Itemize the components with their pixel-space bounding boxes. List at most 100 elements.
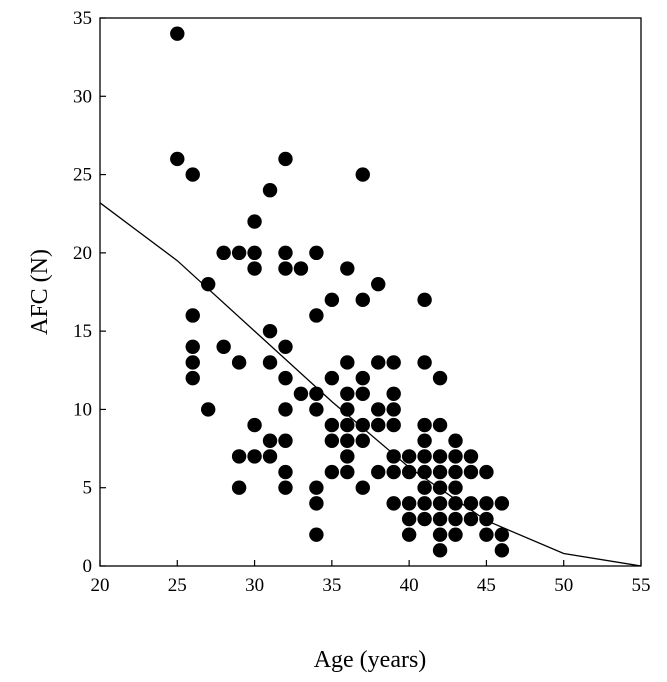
data-point (262, 355, 278, 370)
data-point (340, 261, 355, 276)
data-point (309, 308, 324, 323)
y-tick-label: 30 (73, 86, 92, 107)
plot-frame (99, 17, 642, 567)
y-tick-label: 35 (73, 8, 92, 29)
data-point (324, 370, 340, 386)
data-point (448, 527, 463, 542)
data-point (386, 355, 401, 370)
data-point (371, 355, 386, 370)
data-point (340, 433, 355, 448)
data-point (417, 464, 432, 480)
data-point (417, 511, 432, 527)
data-point (293, 261, 309, 276)
data-point (386, 402, 401, 417)
data-point (371, 417, 386, 433)
data-point (494, 527, 510, 542)
data-point (231, 355, 247, 370)
data-point (401, 527, 417, 542)
data-point (309, 386, 324, 401)
data-point (386, 496, 401, 511)
data-point (448, 464, 463, 480)
data-point (386, 464, 401, 480)
data-point (448, 511, 463, 527)
data-point (185, 339, 200, 354)
data-point (417, 433, 432, 448)
data-point (401, 511, 417, 527)
data-point (324, 417, 340, 433)
data-point (417, 449, 432, 464)
y-tick-label: 15 (73, 321, 92, 342)
data-point (247, 449, 262, 464)
data-point (386, 449, 401, 464)
data-point (432, 417, 448, 433)
data-point (432, 449, 448, 464)
data-point (185, 355, 200, 370)
data-point (201, 402, 216, 417)
data-point (432, 496, 448, 511)
x-tick-label: 40 (400, 575, 419, 596)
data-point (479, 511, 494, 527)
y-tick-label: 5 (83, 478, 93, 499)
data-point (262, 449, 278, 464)
data-point (386, 417, 401, 433)
x-tick-label: 55 (632, 575, 651, 596)
data-point (340, 417, 355, 433)
data-point (432, 480, 448, 495)
x-tick-label: 45 (477, 575, 496, 596)
y-axis-title: AFC (N) (27, 249, 53, 335)
data-point (463, 496, 479, 511)
data-point (432, 527, 448, 542)
x-tick-label: 35 (322, 575, 341, 596)
data-point (448, 449, 463, 464)
data-point (417, 480, 432, 495)
data-point (355, 417, 370, 433)
data-point (309, 527, 324, 542)
data-point (309, 402, 324, 417)
y-tick-label: 20 (73, 243, 92, 264)
data-point (201, 276, 216, 292)
data-point (417, 292, 432, 308)
x-axis: 20 25 30 35 40 45 50 55 (91, 560, 651, 596)
data-point (170, 26, 185, 41)
data-point (247, 417, 262, 433)
data-point (401, 496, 417, 511)
data-point (340, 355, 355, 370)
data-point (247, 261, 262, 276)
data-point (417, 417, 432, 433)
data-point (247, 245, 262, 261)
data-point (231, 480, 247, 495)
data-point (216, 245, 231, 261)
data-point (185, 370, 200, 386)
data-point (417, 496, 432, 511)
x-tick-label: 50 (554, 575, 573, 596)
data-point (340, 449, 355, 464)
data-point (386, 386, 401, 401)
data-point (371, 276, 386, 292)
data-point (278, 261, 293, 276)
data-point (448, 496, 463, 511)
x-tick-label: 20 (91, 575, 110, 596)
data-point (185, 308, 200, 323)
data-point (432, 370, 448, 386)
data-point (355, 292, 370, 308)
data-point (494, 543, 510, 558)
y-axis: 0 5 10 15 20 25 30 35 (73, 8, 106, 577)
data-point (216, 339, 231, 354)
data-point (355, 386, 370, 401)
data-point (494, 496, 510, 511)
data-point (309, 245, 324, 261)
data-point (401, 449, 417, 464)
data-point (355, 433, 370, 448)
data-point (463, 464, 479, 480)
data-point (463, 449, 479, 464)
data-point (278, 433, 293, 448)
data-point (278, 402, 293, 417)
data-point (170, 151, 185, 167)
data-point (371, 464, 386, 480)
data-point (247, 214, 262, 229)
data-point (355, 480, 370, 495)
data-point (324, 292, 340, 308)
data-point (309, 496, 324, 511)
y-tick-label: 10 (73, 399, 92, 420)
